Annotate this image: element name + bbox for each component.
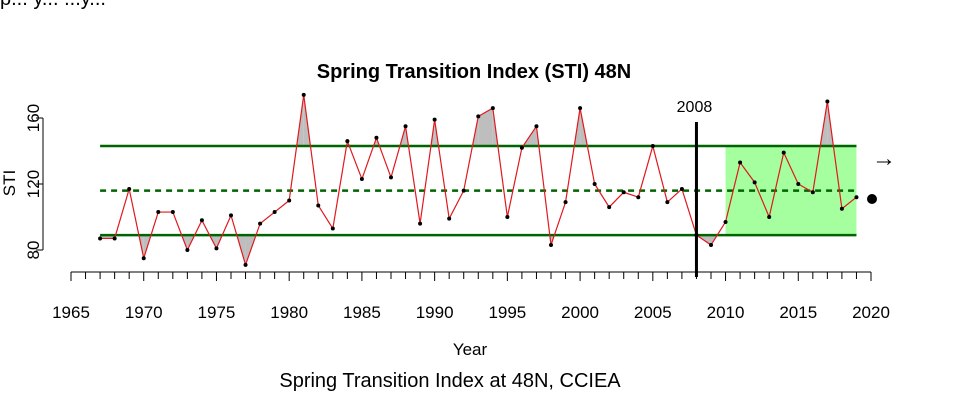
data-point [592,182,597,186]
data-point [374,135,379,140]
series-layer [98,92,859,267]
x-tick-label: 1965 [52,303,90,322]
figure-caption: Spring Transition Index at 48N, CCIEA [279,370,621,392]
data-point [781,150,786,155]
recent-mean-dot-icon [867,194,877,204]
data-point [796,182,801,186]
data-point [476,114,481,119]
data-point [461,188,466,193]
recent-window-shading [725,146,857,236]
data-point [752,180,757,185]
data-point [229,213,233,218]
data-point [534,124,539,129]
data-point [825,99,830,104]
data-point [578,106,583,111]
trend-arrow-icon: → [872,145,896,172]
x-tick-label: 2000 [561,303,599,322]
data-point [738,160,743,165]
data-point [330,226,335,231]
axes-layer: 1965 1970 1975 1980 1985 1990 1995 2000 2005 2010… [24,104,890,322]
data-point [839,206,844,211]
data-point [170,210,175,215]
data-point [709,243,713,248]
data-point [185,248,190,252]
x-tick-label: 1970 [125,303,163,322]
data-point [301,92,306,97]
x-axis-label: Year [453,340,488,359]
data-point [549,243,553,248]
data-point [432,117,437,122]
data-point [141,256,146,261]
data-point [767,215,772,219]
y-tick-label: 80 [24,241,43,260]
recent-window-layer [725,146,857,236]
data-point [287,198,292,203]
data-point [447,216,452,221]
data-point [112,236,117,241]
y-tick-label: 120 [24,170,43,198]
data-point [199,218,204,223]
data-point [607,205,612,210]
data-point [214,246,219,251]
data-point [389,175,393,180]
x-tick-label: 2005 [634,303,672,322]
clipped-top-text: p... y... ...y... [0,0,106,11]
data-point [650,144,655,149]
data-point [156,210,161,215]
data-point [519,145,524,150]
x-tick-label: 2010 [707,303,745,322]
data-point [98,236,103,241]
data-point [665,200,670,205]
data-point [127,186,132,191]
x-tick-label: 1975 [198,303,236,322]
data-point [243,262,248,267]
annotation-layer: 2008 → [677,99,896,277]
y-tick-label: 160 [24,104,43,132]
x-tick-label: 1980 [270,303,308,322]
data-point [563,200,568,205]
data-point [490,106,495,111]
y-axis-label: STI [0,170,19,196]
data-point [810,190,815,195]
x-tick-label: 1995 [488,303,526,322]
vline-label: 2008 [677,99,713,116]
data-point [418,221,423,226]
data-point [316,203,321,208]
data-point [403,124,408,129]
data-point [258,221,263,226]
x-tick-label: 1985 [343,303,381,322]
x-tick-label: 2020 [852,303,890,322]
data-point [359,177,364,182]
data-point [272,210,277,215]
reference-lines-layer [100,144,857,237]
anomaly-fill-high [478,108,493,147]
data-point [723,219,728,224]
x-tick-label: 2015 [779,303,817,322]
x-tick-label: 1990 [416,303,454,322]
data-point [854,195,859,200]
data-point [621,190,626,195]
chart-title: Spring Transition Index (STI) 48N [317,61,631,83]
data-point [679,186,684,191]
anomaly-fill-layer [100,94,834,265]
data-point [345,139,350,144]
data-point [505,215,510,219]
data-point [636,195,641,200]
